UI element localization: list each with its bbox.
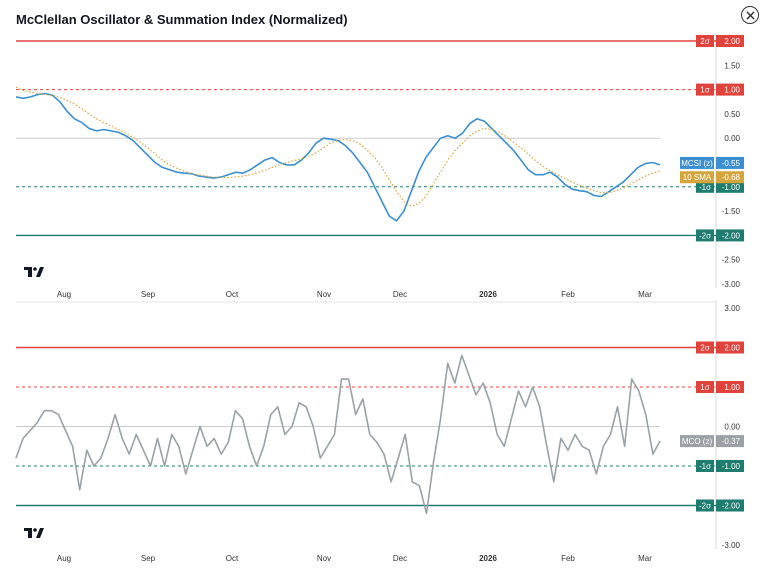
series-name-label: 10 SMA: [683, 173, 712, 182]
x-tick-label: Nov: [317, 554, 331, 563]
close-button[interactable]: [741, 6, 759, 24]
close-icon: [745, 10, 755, 20]
band-sigma-tag: [696, 341, 714, 354]
y-tick-label: 0.50: [724, 110, 740, 119]
series-name-label: MCSI (z): [681, 159, 713, 168]
y-tick-label: -2.50: [722, 256, 741, 265]
chart-panel-2: 3.002.001.000.00-1.00-2.00-3.002σ2.001σ1…: [15, 300, 744, 563]
band-value-tag: [716, 83, 744, 96]
series-value-label: -0.68: [722, 173, 741, 182]
x-tick-label: Mar: [638, 290, 652, 299]
band-sigma-label: -1σ: [699, 462, 711, 471]
x-tick-label: 2026: [479, 554, 497, 563]
y-tick-label: -1.50: [722, 207, 741, 216]
y-tick-label: 0.00: [724, 134, 740, 143]
y-tick-label: -3.00: [722, 541, 741, 550]
band-value-tag: [716, 499, 744, 512]
band-sigma-tag: [696, 381, 714, 393]
band-value-tag: [716, 341, 744, 354]
band-value-label: 2.00: [724, 344, 740, 353]
x-tick-label: Sep: [141, 290, 156, 299]
band-sigma-tag: [696, 460, 714, 472]
series-line-mco-z-: [15, 354, 661, 515]
band-sigma-label: 2σ: [700, 344, 709, 353]
band-value-label: 1.00: [724, 383, 740, 392]
x-tick-label: Aug: [57, 290, 71, 299]
series-name-tag: [680, 435, 714, 448]
band-value-label: -2.00: [722, 502, 741, 511]
band-value-label: -1.00: [722, 462, 741, 471]
series-line-10-sma: [15, 86, 661, 207]
band-value-tag: [716, 381, 744, 393]
series-value-tag: [716, 171, 744, 184]
x-tick-label: Dec: [393, 290, 407, 299]
band-sigma-label: 1σ: [700, 86, 709, 95]
band-sigma-label: -2σ: [699, 502, 711, 511]
series-value-label: -0.55: [722, 159, 741, 168]
band-value-tag: [716, 180, 744, 193]
y-tick-label: -3.00: [722, 280, 741, 289]
band-value-label: -1.00: [722, 183, 741, 192]
band-sigma-tag: [696, 35, 714, 47]
chart-panel-1: 2.001.501.000.500.00-0.50-1.00-1.50-2.00…: [15, 33, 744, 299]
band-sigma-tag: [696, 229, 714, 242]
tradingview-logo-icon: [24, 528, 44, 538]
band-value-tag: [716, 35, 744, 47]
band-sigma-tag: [696, 83, 714, 96]
series-value-tag: [716, 435, 744, 448]
band-sigma-label: -2σ: [699, 231, 711, 240]
band-sigma-label: 2σ: [700, 37, 709, 46]
y-tick-label: 3.00: [724, 304, 740, 313]
band-value-label: -2.00: [722, 231, 741, 240]
x-tick-label: Feb: [561, 290, 575, 299]
series-value-label: -0.37: [722, 437, 741, 446]
series-name-tag: [680, 171, 714, 184]
band-sigma-tag: [696, 180, 714, 193]
band-value-tag: [716, 229, 744, 242]
y-tick-label: 0.00: [724, 423, 740, 432]
chart-title: McClellan Oscillator & Summation Index (…: [16, 12, 348, 27]
band-sigma-label: -1σ: [699, 183, 711, 192]
x-tick-label: 2026: [479, 290, 497, 299]
band-value-label: 2.00: [724, 37, 740, 46]
series-line-mcsi-z-: [15, 92, 661, 222]
tradingview-logo-icon: [24, 267, 44, 277]
x-tick-label: Oct: [226, 554, 239, 563]
x-tick-label: Dec: [393, 554, 407, 563]
x-tick-label: Sep: [141, 554, 156, 563]
series-name-label: MCO (z): [682, 437, 713, 446]
band-sigma-label: 1σ: [700, 383, 709, 392]
x-tick-label: Aug: [57, 554, 71, 563]
series-value-tag: [716, 156, 744, 169]
series-name-tag: [680, 156, 714, 169]
band-value-tag: [716, 460, 744, 472]
x-tick-label: Mar: [638, 554, 652, 563]
x-tick-label: Nov: [317, 290, 331, 299]
x-tick-label: Oct: [226, 290, 239, 299]
band-value-label: 1.00: [724, 86, 740, 95]
band-sigma-tag: [696, 499, 714, 512]
x-tick-label: Feb: [561, 554, 575, 563]
y-tick-label: 1.50: [724, 61, 740, 70]
